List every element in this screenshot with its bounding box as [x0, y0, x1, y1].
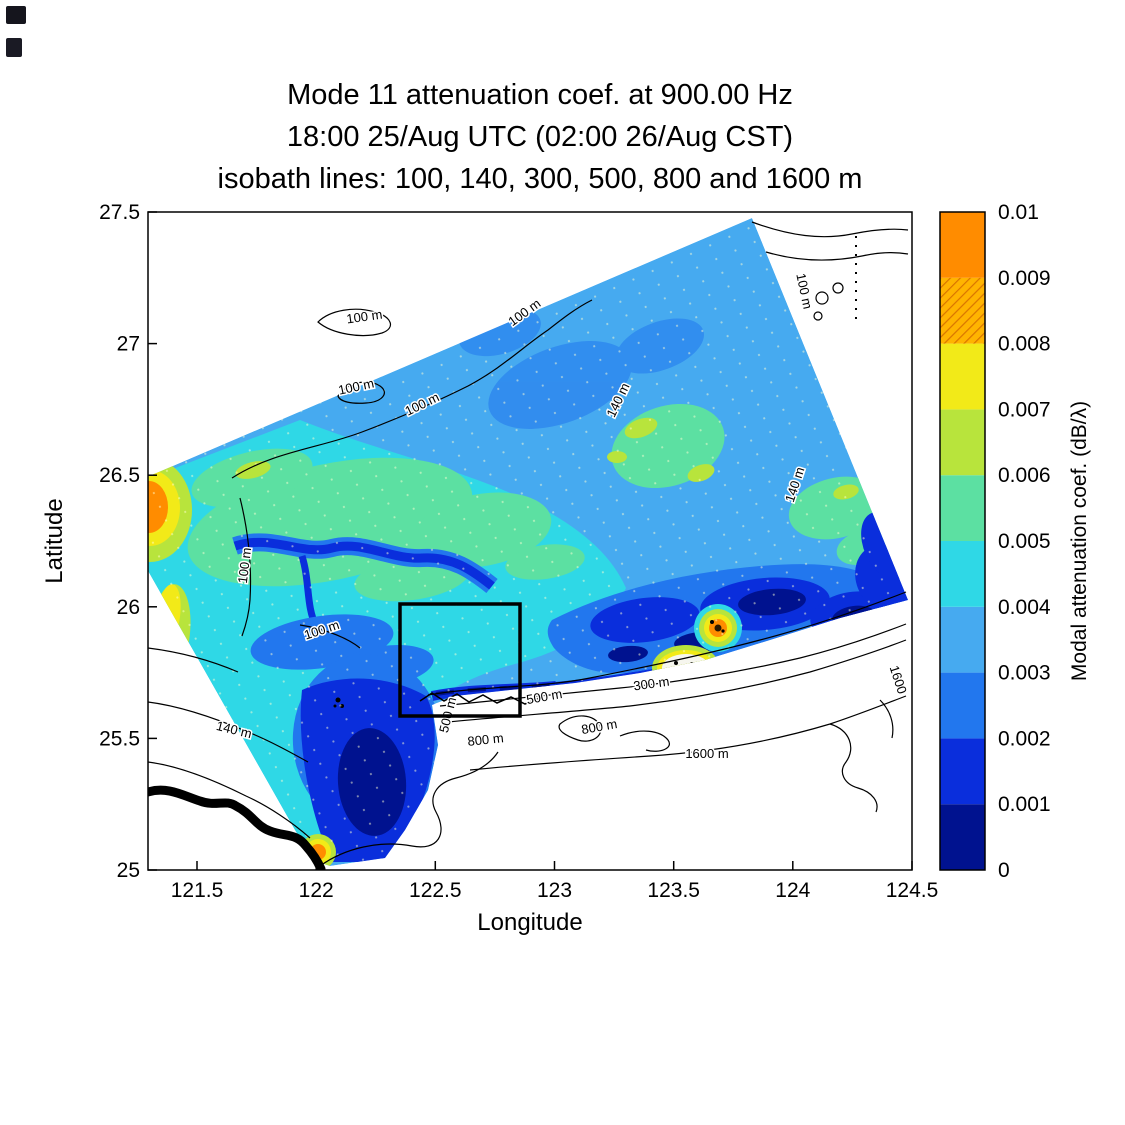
coast-contour [419, 692, 540, 705]
contour-line [317, 308, 392, 337]
x-axis: 121.5 122 122.5 123 123.5 124 124.5 Long… [171, 861, 939, 936]
contour-label: 800 m [580, 716, 618, 737]
colorbar: 0 0.001 0.002 0.003 0.004 0.005 0.006 0.… [939, 201, 1091, 882]
corner-artifact-icon [6, 6, 26, 24]
corner-artifact-icon [6, 38, 22, 57]
plot-area: 100 m 100 m 100 m 100 m 100 m 100 m 140 … [148, 218, 911, 870]
x-tick-label: 123 [537, 879, 572, 902]
y-tick-label: 27.5 [99, 201, 140, 224]
y-axis-label: Latitude [41, 498, 68, 583]
contour-label: 100 m [345, 307, 383, 327]
colorbar-tick-label: 0.005 [998, 530, 1051, 553]
contour-line [439, 623, 907, 707]
contour-line [879, 699, 894, 739]
x-axis-label: Longitude [477, 909, 582, 936]
colorbar-tick-label: 0.001 [998, 793, 1051, 816]
colorbar-band [940, 541, 985, 607]
contour-line [299, 624, 361, 649]
y-axis: 27.5 27 26.5 26 25.5 25 Latitude [41, 201, 157, 882]
contour-line [337, 381, 385, 404]
contour-line [813, 311, 823, 321]
contour-line [148, 647, 239, 673]
y-tick-label: 25 [117, 859, 140, 882]
contour-line [148, 701, 309, 763]
data-swath [148, 218, 908, 866]
y-tick-label: 26 [117, 596, 140, 619]
colorbar-band [940, 343, 985, 410]
contour-label: 1600 m [685, 746, 728, 761]
x-tick-label: 121.5 [171, 879, 224, 902]
x-tick-label: 124.5 [886, 879, 939, 902]
contour-line [765, 251, 909, 261]
colorbar-tick-label: 0.01 [998, 201, 1039, 224]
contour-label: 100 m [235, 547, 254, 585]
colorbar-tick-label: 0.004 [998, 596, 1051, 619]
colorbar-band [940, 475, 985, 541]
contour-line [239, 497, 252, 637]
contour-line [447, 639, 907, 723]
x-tick-label: 123.5 [647, 879, 700, 902]
colorbar-frame [939, 211, 986, 871]
colorbar-tick-label: 0.008 [998, 333, 1051, 356]
contour-line [558, 715, 602, 742]
title-line-3: isobath lines: 100, 140, 300, 500, 800 a… [218, 163, 863, 195]
x-tick-label: 124 [775, 879, 810, 902]
title-line-1: Mode 11 attenuation coef. at 900.00 Hz [287, 79, 793, 111]
colorbar-band [940, 804, 985, 870]
colorbar-band [940, 672, 985, 739]
contour-label: 500 m [525, 686, 563, 707]
contour-line [815, 291, 829, 305]
colorbar-tick-label: 0.003 [998, 662, 1051, 685]
contour-line [751, 221, 909, 238]
hotspot-core [163, 635, 183, 665]
colorbar-tick-label: 0.006 [998, 464, 1051, 487]
contour-line [832, 282, 844, 294]
colorbar-label: Modal attenuation coef. (dB/λ) [1068, 401, 1091, 681]
colorbar-band [940, 606, 985, 673]
contour-label: 100 m [793, 272, 815, 310]
colorbar-tick-label: 0 [998, 859, 1010, 882]
contour-line [829, 723, 878, 813]
contour-line [619, 730, 670, 752]
screen-artifact-icons [6, 6, 26, 57]
contour-label: 800 m [467, 730, 505, 749]
colorbar-band-hatch [940, 277, 985, 344]
figure-title: Mode 11 attenuation coef. at 900.00 Hz 1… [218, 79, 863, 195]
x-tick-label: 122 [299, 879, 334, 902]
colorbar-tick-label: 0.002 [998, 727, 1051, 750]
island-speck [679, 671, 683, 675]
colorbar-band [940, 212, 985, 278]
isobath-contours [148, 221, 909, 867]
island-speck [682, 668, 686, 672]
y-tick-label: 25.5 [99, 727, 140, 750]
title-line-2: 18:00 25/Aug UTC (02:00 26/Aug CST) [287, 121, 793, 153]
island-speck [688, 670, 692, 674]
colorbar-tick-label: 0.009 [998, 267, 1051, 290]
contour-label: 300 m [632, 674, 670, 694]
contour-line [469, 695, 907, 771]
highlight-box [398, 602, 522, 718]
y-tick-label: 26.5 [99, 464, 140, 487]
y-tick-label: 27 [117, 333, 140, 356]
contour-line [427, 591, 907, 696]
contour-line [148, 761, 311, 839]
plot-frame [147, 211, 913, 871]
contour-line [231, 299, 593, 479]
colorbar-tick-label: 0.007 [998, 398, 1051, 421]
model-grid-dots [148, 218, 908, 866]
taiwan-coastline [148, 785, 326, 870]
contour-label: 1600 [887, 664, 910, 696]
contour-line [319, 751, 499, 867]
colorbar-band [940, 409, 985, 476]
colorbar-band [940, 738, 985, 805]
x-tick-label: 122.5 [409, 879, 462, 902]
island-speck [695, 667, 699, 671]
